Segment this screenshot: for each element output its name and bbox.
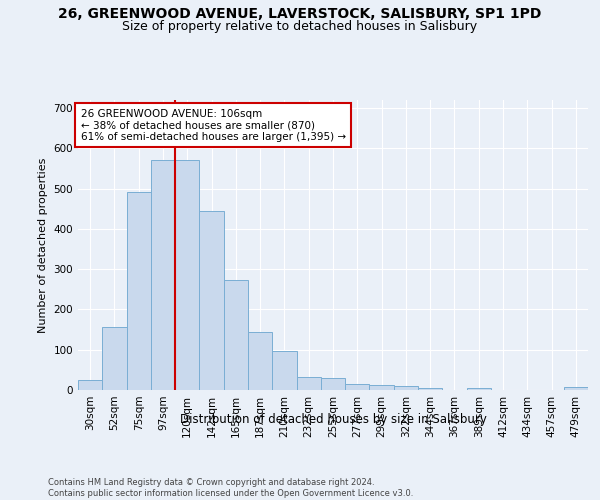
Bar [272,351,296,390]
Text: 26, GREENWOOD AVENUE, LAVERSTOCK, SALISBURY, SP1 1PD: 26, GREENWOOD AVENUE, LAVERSTOCK, SALISB… [58,8,542,22]
Bar [151,160,175,390]
Bar [127,192,151,390]
Text: 26 GREENWOOD AVENUE: 106sqm
← 38% of detached houses are smaller (870)
61% of se: 26 GREENWOOD AVENUE: 106sqm ← 38% of det… [80,108,346,142]
Bar [248,332,272,390]
Y-axis label: Number of detached properties: Number of detached properties [38,158,48,332]
Bar [345,384,370,390]
Bar [467,388,491,390]
Bar [394,386,418,390]
Bar [370,385,394,390]
Bar [102,327,127,390]
Text: Contains HM Land Registry data © Crown copyright and database right 2024.
Contai: Contains HM Land Registry data © Crown c… [48,478,413,498]
Bar [296,376,321,390]
Bar [224,280,248,390]
Text: Distribution of detached houses by size in Salisbury: Distribution of detached houses by size … [179,412,487,426]
Bar [199,211,224,390]
Text: Size of property relative to detached houses in Salisbury: Size of property relative to detached ho… [122,20,478,33]
Bar [418,388,442,390]
Bar [175,160,199,390]
Bar [321,378,345,390]
Bar [78,380,102,390]
Bar [564,387,588,390]
